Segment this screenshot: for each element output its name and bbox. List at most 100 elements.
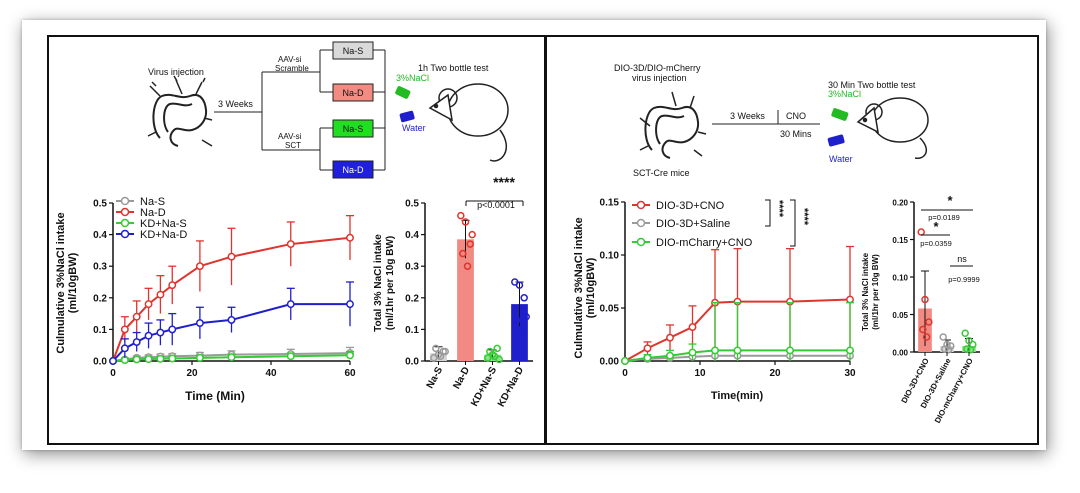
x-tick-label: 40	[265, 368, 277, 379]
data-point	[227, 353, 236, 362]
data-point	[966, 346, 975, 354]
data-point	[286, 352, 295, 361]
group-box-na-d-scramble: Na-D	[332, 83, 374, 102]
c3-legend-label-1: DIO-3D+CNO	[656, 200, 725, 212]
data-point	[286, 300, 295, 309]
c3-significance: **** ****	[765, 199, 810, 247]
data-point	[944, 346, 953, 354]
data-point	[156, 328, 165, 337]
right-cno-label: CNO	[786, 111, 806, 121]
data-point	[965, 337, 973, 345]
svg-text:Total 3% NaCl intake: Total 3% NaCl intake	[373, 234, 384, 332]
c3-legend: DIO-3D+CNO DIO-3D+Saline DIO-mCharry+CNO	[632, 200, 753, 249]
data-point	[286, 240, 295, 249]
data-point	[922, 333, 931, 341]
data-point	[156, 290, 165, 299]
c1-legend-item-3: KD+Na-S	[116, 218, 187, 230]
data-point	[132, 312, 141, 321]
series-line-3	[112, 303, 350, 362]
svg-text:Culmulative 3%NaCl intake: Culmulative 3%NaCl intake	[573, 217, 585, 358]
y-tick-label: 0.05	[600, 304, 620, 315]
svg-text:p=0.0189: p=0.0189	[928, 213, 960, 222]
y-tick-label: 0.1	[405, 325, 419, 336]
group-box-na-s-scramble: Na-S	[332, 41, 374, 60]
syringe-icon	[149, 81, 161, 97]
data-point	[643, 353, 652, 362]
data-point	[711, 346, 719, 355]
x-tick-label: KD+Na-S	[469, 365, 499, 408]
data-point	[786, 346, 794, 355]
aav-sct-label-2: SCT	[285, 141, 301, 150]
c1-legend-label-3: KD+Na-S	[140, 218, 187, 230]
gut-icon-left	[147, 75, 213, 147]
x-tick-label: Na-S	[425, 365, 446, 391]
y-tick-label: 0.10	[892, 274, 908, 283]
c3-legend-item-3: DIO-mCharry+CNO	[632, 237, 753, 249]
data-point	[963, 345, 971, 353]
data-point	[493, 344, 501, 353]
group-box-na-d-sct: Na-D	[332, 160, 374, 179]
data-point	[195, 353, 204, 362]
data-point	[120, 344, 129, 353]
data-point	[346, 351, 354, 360]
c2-significance: **** p<0.0001	[465, 174, 524, 210]
svg-text:p=0.9999: p=0.9999	[948, 275, 980, 284]
data-point	[227, 252, 236, 261]
c1-ylabel: Culmulative 3%NaCl intake (ml/10gBW)	[55, 212, 79, 353]
c3-legend-label-3: DIO-mCharry+CNO	[656, 237, 753, 249]
y-tick-label: 0.2	[405, 293, 419, 304]
data-point	[227, 315, 236, 324]
y-tick-label: 0.2	[93, 293, 107, 304]
right-schematic: DIO-3D/DIO-mCherry virus injection SCT-C…	[614, 63, 929, 178]
svg-text:****: ****	[773, 200, 785, 218]
data-point	[195, 319, 204, 328]
data-point	[917, 228, 925, 236]
data-point	[144, 355, 153, 364]
y-tick-label: 0.0	[93, 357, 107, 368]
svg-text:(ml/10gBW): (ml/10gBW)	[585, 257, 597, 318]
data-point	[688, 323, 697, 332]
data-point	[144, 300, 153, 309]
data-point	[457, 211, 465, 220]
figure-card	[22, 20, 1046, 450]
svg-text:Culmulative 3%NaCl intake: Culmulative 3%NaCl intake	[55, 212, 67, 353]
data-point	[168, 354, 177, 363]
svg-text:p<0.0001: p<0.0001	[477, 200, 515, 210]
data-point	[459, 249, 467, 258]
y-tick-label: 0.5	[405, 199, 419, 210]
chart-left-bar: 0.0 0.1 0.2 0.3 0.4 0.5 Na-S Na-DKD+Na-SKD+Na-D	[405, 199, 533, 409]
x-tick-label: Na-D	[451, 365, 472, 391]
bottle-icon	[827, 108, 849, 147]
data-point	[939, 333, 947, 341]
x-tick-label: 0	[622, 368, 628, 379]
y-tick-label: 0.3	[405, 262, 419, 273]
left-virus-injection-label: Virus injection	[148, 67, 204, 77]
x-tick-label: KD+Na-D	[496, 365, 526, 409]
c1-legend-label-1: Na-S	[140, 196, 165, 208]
box-label: Na-S	[343, 46, 364, 56]
syringe-icon	[639, 145, 649, 151]
c1-legend-label-4: KD+Na-D	[140, 229, 187, 241]
y-tick-label: 0.3	[93, 262, 107, 273]
x-tick-label: 20	[769, 368, 781, 379]
c1-legend-item-4: KD+Na-D	[116, 229, 187, 241]
right-virus-label-2: virus injection	[632, 73, 687, 83]
y-tick-label: 0.10	[600, 251, 620, 262]
c2-ylabel: Total 3% NaCl intake (ml/1hr per 10g BW)	[373, 234, 396, 332]
chart-right-line: 0.00 0.05 0.10 0.15 0 10 20 30	[600, 198, 856, 380]
data-point	[132, 355, 141, 364]
y-tick-label: 0.00	[892, 349, 908, 358]
panel-divider	[544, 35, 547, 445]
svg-text:*: *	[933, 219, 939, 234]
right-mins-label: 30 Mins	[780, 129, 812, 139]
data-point	[666, 333, 674, 342]
series-line-2	[112, 354, 351, 362]
y-tick-label: 0.15	[892, 236, 908, 245]
data-point	[517, 325, 526, 334]
y-tick-label: 0.1	[93, 325, 107, 336]
data-point	[432, 344, 440, 353]
svg-text:(ml/1hr per 10g BW): (ml/1hr per 10g BW)	[385, 236, 396, 330]
x-tick-label: 0	[110, 368, 116, 379]
data-point	[522, 313, 530, 321]
